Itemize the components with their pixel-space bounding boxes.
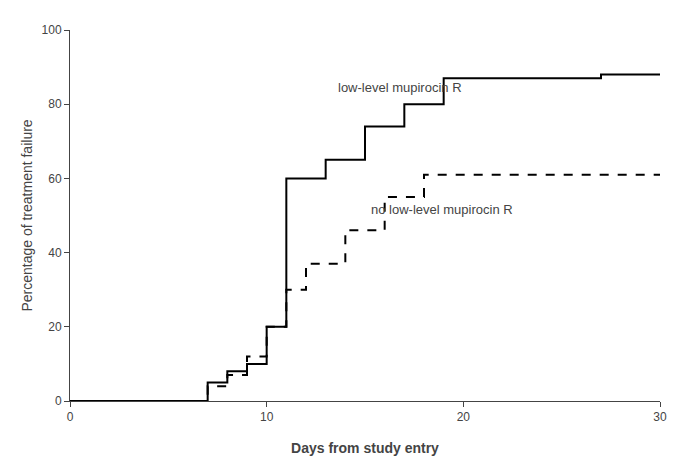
svg-text:Days from study entry: Days from study entry [291, 440, 439, 456]
svg-text:60: 60 [48, 172, 62, 186]
svg-text:no low-level mupirocin R: no low-level mupirocin R [371, 202, 513, 217]
svg-text:0: 0 [55, 394, 62, 408]
svg-text:low-level mupirocin R: low-level mupirocin R [338, 80, 462, 95]
svg-text:100: 100 [42, 23, 62, 37]
svg-text:0: 0 [67, 410, 74, 424]
svg-text:40: 40 [48, 246, 62, 260]
svg-text:10: 10 [260, 410, 274, 424]
svg-text:20: 20 [48, 320, 62, 334]
svg-text:80: 80 [48, 97, 62, 111]
svg-text:30: 30 [653, 410, 667, 424]
svg-text:Percentage of treatment failur: Percentage of treatment failure [19, 119, 35, 311]
svg-text:20: 20 [457, 410, 471, 424]
